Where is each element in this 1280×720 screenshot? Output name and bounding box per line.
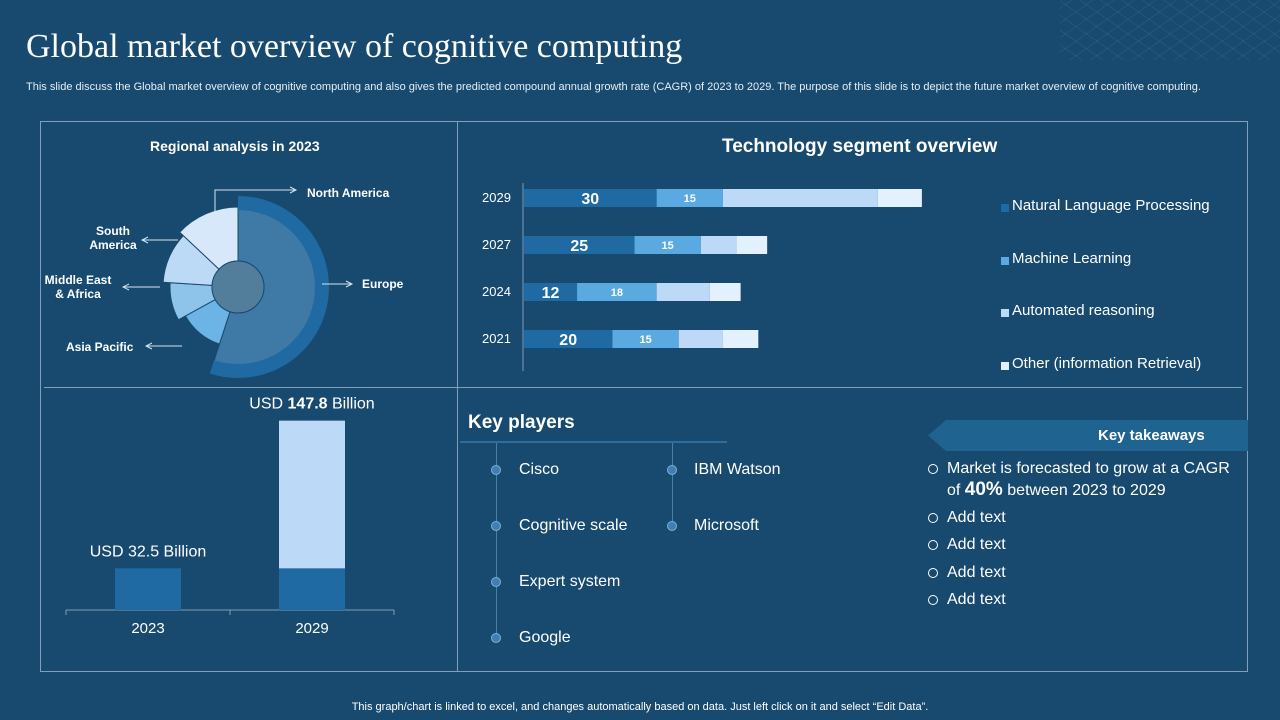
arrow-icon: [345, 280, 354, 288]
label-asia-pacific: Asia Pacific: [66, 340, 134, 354]
market-size-chart[interactable]: 2023 USD 32.5 Billion 2029 USD 147.8 Billio…: [44, 390, 454, 650]
arrow-icon: [140, 236, 149, 244]
bar-segment[interactable]: [577, 283, 657, 301]
bar-value-label: 18: [611, 287, 623, 299]
bar-segment[interactable]: [524, 283, 578, 301]
timeline-dot: [491, 577, 501, 587]
key-players-title: Key players: [468, 412, 575, 433]
market-bar-segment[interactable]: [279, 568, 345, 610]
market-value-label: USD 32.5 Billion: [90, 543, 207, 560]
legend-swatch: [1001, 204, 1009, 212]
key-players-timeline-left: [496, 443, 497, 639]
key-players-underline: [460, 441, 727, 443]
bar-segment[interactable]: [524, 236, 635, 254]
frame-divider-horizontal: [44, 387, 1242, 388]
cagr-value: 40%: [964, 479, 1003, 500]
key-player-expert-system: Expert system: [519, 573, 621, 590]
label-north-america: North America: [307, 186, 390, 200]
frame-divider-vertical: [457, 121, 458, 672]
takeaway-item: Add text: [928, 562, 1238, 583]
bar-value-label: 12: [542, 285, 560, 302]
donut-center: [211, 260, 265, 314]
key-player-ibm-watson: IBM Watson: [694, 461, 781, 478]
regional-chart-title: Regional analysis in 2023: [150, 138, 320, 154]
bar-segment[interactable]: [678, 330, 723, 348]
y-tick-label: 2021: [482, 331, 511, 346]
takeaway-item: Add text: [928, 589, 1238, 610]
y-tick-label: 2029: [482, 190, 511, 205]
market-value-label: USD 147.8 Billion: [249, 396, 374, 413]
timeline-dot: [491, 465, 501, 475]
x-tick-label: 2023: [131, 620, 164, 637]
donut-outer-ring: [147, 196, 329, 378]
label-south-america: South America: [89, 224, 137, 252]
x-tick-label: 2029: [295, 620, 328, 637]
tech-segment-chart[interactable]: 2029 30 15 2027 25 15 2024 12 18 2021 20 15: [460, 175, 960, 380]
bar-segment[interactable]: [656, 283, 710, 301]
bar-segment[interactable]: [877, 189, 922, 207]
bar-value-label: 30: [581, 191, 599, 208]
legend-item-other: Other (information Retrieval): [1001, 355, 1241, 375]
market-bar-segment[interactable]: [279, 420, 345, 569]
timeline-dot: [667, 521, 677, 531]
bar-segment[interactable]: [736, 236, 768, 254]
bar-segment[interactable]: [524, 330, 613, 348]
takeaway-item: Add text: [928, 534, 1238, 555]
timeline-dot: [667, 465, 677, 475]
bullet-icon: [928, 513, 938, 523]
arrow-icon: [289, 186, 298, 194]
timeline-dot: [491, 633, 501, 643]
legend-swatch: [1001, 309, 1009, 317]
arrow-icon: [121, 283, 130, 291]
takeaway-main: Market is forecasted to grow at a CAGR o…: [928, 458, 1238, 502]
bullet-icon: [928, 540, 938, 550]
key-player-cognitive-scale: Cognitive scale: [519, 517, 628, 534]
footnote: This graph/chart is linked to excel, and…: [351, 701, 929, 713]
legend-swatch: [1001, 257, 1009, 265]
bullet-icon: [928, 595, 938, 605]
key-player-microsoft: Microsoft: [694, 517, 759, 534]
y-tick-label: 2027: [482, 237, 511, 252]
bar-segment[interactable]: [709, 283, 741, 301]
legend-item-ml: Machine Learning: [1001, 250, 1241, 270]
bar-segment[interactable]: [656, 189, 723, 207]
legend-item-nlp: Natural Language Processing: [1001, 197, 1241, 217]
regional-donut-chart[interactable]: [0, 0, 460, 390]
key-takeaways-title: Key takeaways: [1098, 427, 1205, 444]
content-frame: [40, 121, 1248, 672]
tech-chart-title: Technology segment overview: [722, 136, 998, 157]
bar-value-label: 20: [559, 332, 577, 349]
arrow-icon: [144, 342, 153, 350]
y-tick-label: 2024: [482, 284, 511, 299]
leader-north-america: [214, 189, 296, 212]
takeaway-item: Add text: [928, 507, 1238, 528]
bar-value-label: 15: [639, 334, 651, 346]
bar-segment[interactable]: [722, 189, 878, 207]
key-players-timeline-right: [672, 443, 673, 527]
bar-value-label: 15: [684, 193, 696, 205]
bar-segment[interactable]: [634, 236, 701, 254]
legend-swatch: [1001, 362, 1009, 370]
bar-value-label: 25: [570, 238, 588, 255]
label-europe: Europe: [362, 277, 404, 291]
bullet-icon: [928, 568, 938, 578]
market-bar-segment[interactable]: [115, 568, 181, 610]
key-takeaways-banner: [928, 420, 1248, 451]
bullet-icon: [928, 464, 938, 474]
bar-segment[interactable]: [700, 236, 737, 254]
bar-segment[interactable]: [612, 330, 679, 348]
page-title: Global market overview of cognitive comp…: [26, 28, 683, 65]
key-player-google: Google: [519, 629, 571, 646]
key-player-cisco: Cisco: [519, 461, 560, 478]
label-middle-east-africa: Middle East & Africa: [44, 273, 112, 301]
timeline-dot: [491, 521, 501, 531]
page-subtitle: This slide discuss the Global market ove…: [26, 81, 1201, 93]
bar-segment[interactable]: [524, 189, 657, 207]
bar-segment[interactable]: [722, 330, 759, 348]
legend-item-automated-reasoning: Automated reasoning: [1001, 302, 1241, 322]
corner-decoration: [1060, 0, 1280, 60]
bar-value-label: 15: [662, 240, 674, 252]
